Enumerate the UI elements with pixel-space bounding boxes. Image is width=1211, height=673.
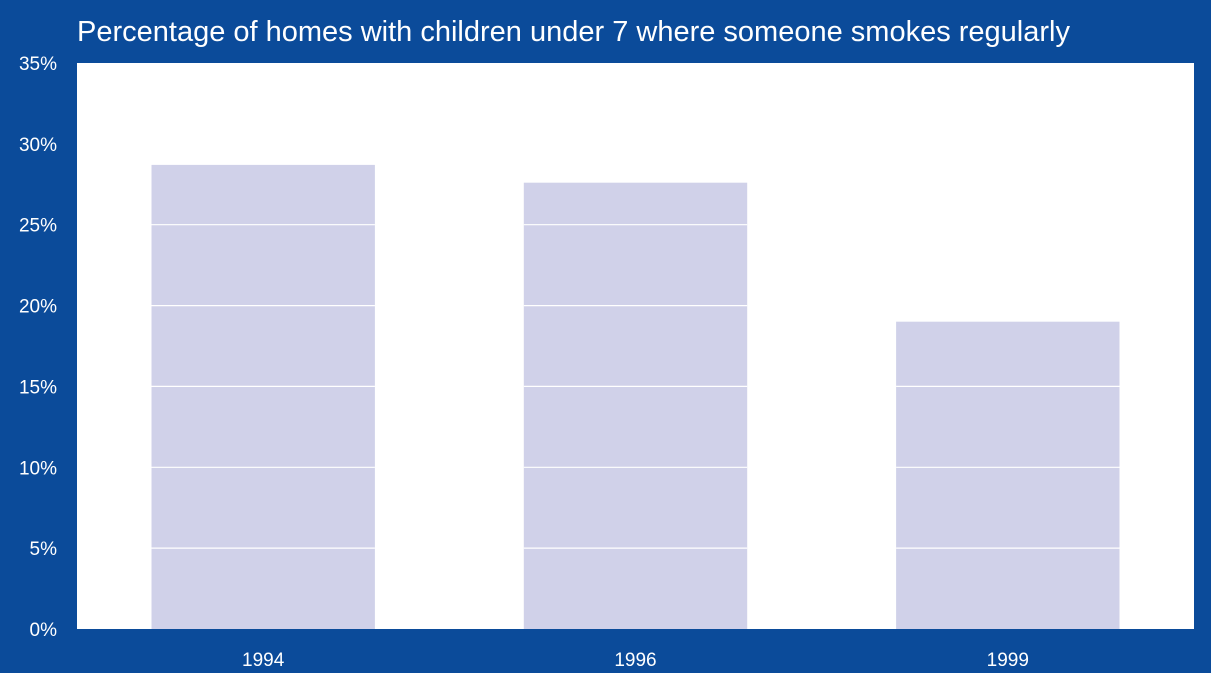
y-tick-label: 30%	[19, 135, 57, 156]
y-tick-label: 10%	[19, 458, 57, 479]
bar-1999	[896, 321, 1120, 629]
x-axis: 1994 1996 1999	[242, 650, 1029, 671]
x-tick-label: 1996	[614, 650, 656, 671]
chart-title: Percentage of homes with children under …	[77, 16, 1070, 48]
bar-1996	[523, 182, 748, 629]
bar-1994	[151, 164, 375, 629]
y-tick-label: 20%	[19, 297, 57, 318]
bars-layer	[151, 164, 1120, 629]
y-tick-label: 25%	[19, 216, 57, 237]
y-tick-label: 0%	[30, 620, 58, 641]
y-tick-label: 15%	[19, 377, 57, 398]
x-tick-label: 1994	[242, 650, 285, 671]
y-axis: 0% 5% 10% 15% 20% 25% 30% 35%	[19, 54, 57, 641]
y-tick-label: 35%	[19, 54, 57, 75]
x-tick-label: 1999	[987, 650, 1029, 671]
y-tick-label: 5%	[30, 539, 58, 560]
